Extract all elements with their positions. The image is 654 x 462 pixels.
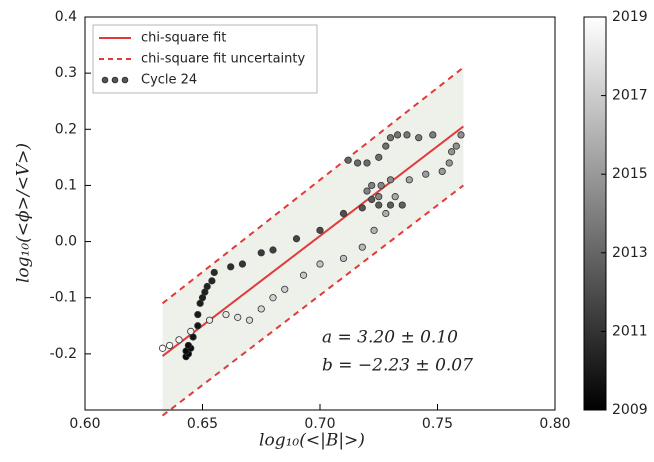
x-tick-label: 0.70	[304, 416, 335, 432]
colorbar-tick-label: 2013	[612, 245, 648, 261]
y-tick-label: 0.4	[55, 9, 77, 25]
data-point	[158, 344, 167, 352]
x-tick-label: 0.80	[539, 416, 570, 432]
y-axis-label: log₁₀(<ϕ>/<V>)	[14, 143, 34, 283]
y-tick-label: 0.2	[55, 121, 77, 137]
data-point	[368, 181, 376, 190]
data-point	[382, 209, 390, 218]
data-point	[257, 305, 265, 313]
data-point	[375, 201, 383, 209]
colorbar-tick-label: 2015	[612, 166, 648, 182]
x-tick-label: 0.60	[69, 416, 100, 432]
data-point	[386, 201, 395, 209]
data-point	[166, 341, 174, 350]
fit-line	[161, 125, 464, 357]
colorbar	[583, 16, 607, 411]
data-point	[398, 201, 406, 209]
data-point	[234, 313, 242, 321]
y-tick-label: -0.2	[50, 346, 77, 362]
data-point	[316, 226, 324, 234]
data-point	[292, 235, 301, 243]
legend-marker	[121, 76, 129, 84]
data-point	[257, 249, 265, 257]
y-tick-label: 0.1	[55, 177, 77, 193]
data-point	[269, 294, 277, 302]
legend-label: chi-square fit uncertainty	[141, 52, 306, 67]
data-point	[363, 159, 371, 167]
legend-label: Cycle 24	[141, 73, 197, 88]
data-point	[405, 176, 413, 184]
data-point	[316, 260, 324, 268]
data-point	[438, 167, 446, 175]
data-point	[210, 268, 218, 277]
data-point	[368, 195, 376, 204]
x-tick-label: 0.65	[187, 416, 218, 432]
data-point	[445, 159, 453, 167]
data-point	[393, 131, 402, 139]
data-point	[205, 316, 214, 324]
legend-marker	[101, 76, 109, 84]
data-point	[363, 187, 371, 195]
data-point	[377, 181, 385, 190]
legend-label: chi-square fit	[141, 31, 226, 46]
data-point	[358, 204, 366, 212]
y-tick-label: -0.1	[50, 290, 77, 306]
data-point	[175, 336, 183, 344]
data-point	[187, 327, 195, 335]
uncertainty-line	[161, 66, 464, 305]
data-point	[184, 341, 192, 350]
data-point	[452, 142, 460, 150]
data-point	[375, 193, 383, 201]
annotation: a = 3.20 ± 0.10	[322, 328, 458, 348]
data-point	[375, 153, 383, 161]
data-point	[194, 310, 202, 319]
data-point	[447, 148, 456, 156]
y-tick-label: 0.0	[55, 234, 77, 250]
colorbar-tick-label: 2011	[612, 323, 648, 339]
data-point	[415, 134, 423, 142]
legend-marker	[111, 76, 119, 84]
data-point	[353, 159, 362, 167]
data-point	[358, 243, 366, 251]
data-point	[339, 209, 348, 218]
y-tick-label: 0.3	[55, 65, 77, 81]
data-point	[299, 271, 308, 279]
data-point	[370, 226, 378, 234]
data-point	[422, 170, 430, 178]
data-point	[227, 263, 235, 271]
uncertainty-line	[161, 184, 464, 417]
plot-layer: 0.60 0.65 0.70 0.75 0.80 -0.2 -0.1 0.0 0.1 0.2 0.3…	[50, 9, 648, 432]
data-point	[245, 316, 254, 324]
data-point	[203, 282, 211, 291]
colorbar-tick-label: 2019	[612, 9, 648, 25]
data-point	[391, 193, 399, 201]
data-point	[382, 142, 390, 150]
data-point	[386, 176, 395, 184]
data-point	[457, 131, 465, 139]
x-tick-label: 0.75	[422, 416, 453, 432]
data-point	[339, 254, 348, 263]
annotation: b = −2.23 ± 0.07	[322, 356, 473, 376]
data-point	[208, 277, 216, 285]
data-point	[222, 310, 230, 319]
x-axis-label: log₁₀(<|B|>)	[259, 431, 365, 451]
data-point	[429, 131, 437, 139]
data-point	[269, 246, 277, 254]
data-point	[344, 156, 352, 164]
colorbar-tick-label: 2017	[612, 88, 648, 104]
data-point	[281, 285, 289, 293]
data-point	[238, 260, 247, 268]
data-point	[386, 134, 395, 142]
data-point	[403, 131, 411, 139]
colorbar-tick-label: 2009	[612, 402, 648, 418]
data-point	[194, 322, 202, 330]
